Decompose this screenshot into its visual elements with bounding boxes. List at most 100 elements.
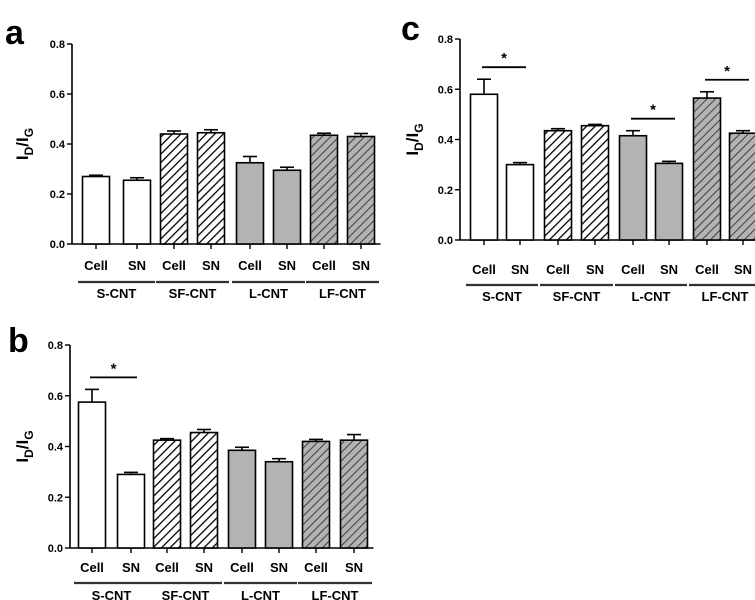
category-label: SN <box>660 262 678 277</box>
bar <box>122 179 152 245</box>
category-label: Cell <box>155 560 179 575</box>
bar <box>159 133 189 245</box>
group-label: SF-CNT <box>553 289 601 304</box>
group-label: SF-CNT <box>169 286 217 301</box>
bar <box>152 439 182 549</box>
y-tick-label: 0.0 <box>48 543 63 555</box>
chart-panel-b: b 0.0 0.2 0.4 0.6 0.8 ID/IG Cell SN Cell SN Cell SN… <box>0 318 380 600</box>
chart-c-svg: 0.0 0.2 0.4 0.6 0.8 ID/IG Cell SN Cell SN Cell SN Ce… <box>403 34 755 304</box>
y-axis-label: ID/IG <box>403 123 426 155</box>
group-label: LF-CNT <box>702 289 749 304</box>
chart-panel-a: a 0.0 0.2 0.4 0.6 0.8 ID/IG Cell SN Cell SN Cell SN… <box>0 0 381 301</box>
y-axis-label: ID/IG <box>13 430 36 462</box>
bar <box>543 129 573 241</box>
group-label: S-CNT <box>92 588 132 600</box>
y-axis-label-mid: /I <box>403 133 422 142</box>
y-tick-label: 0.4 <box>50 139 66 151</box>
category-label: Cell <box>84 258 108 273</box>
category-label: SN <box>511 262 529 277</box>
y-tick-label: 0.6 <box>48 391 63 403</box>
panel-letter: a <box>5 14 24 52</box>
bar <box>77 401 107 549</box>
category-label: Cell <box>621 262 645 277</box>
bar <box>692 97 722 241</box>
y-axis-label-sub: D <box>22 146 36 155</box>
y-tick-label: 0.2 <box>50 189 65 201</box>
bar <box>196 131 226 245</box>
category-label: SN <box>122 560 140 575</box>
y-tick-label: 0.6 <box>438 84 453 96</box>
chart-panel-c: c 0.0 0.2 0.4 0.6 0.8 ID/IG Cell SN Cell SN Cell SN… <box>398 0 755 310</box>
category-label: SN <box>734 262 752 277</box>
chart-a-svg: 0.0 0.2 0.4 0.6 0.8 ID/IG Cell SN Cell SN Cell SN Ce… <box>13 39 381 301</box>
y-tick-label: 0.2 <box>438 185 453 197</box>
y-axis-label-main: I <box>13 155 32 160</box>
category-label: SN <box>270 560 288 575</box>
y-tick-label: 0.8 <box>438 34 453 46</box>
bar <box>580 124 610 241</box>
significance-star: * <box>650 102 656 119</box>
chart-b-svg: 0.0 0.2 0.4 0.6 0.8 ID/IG Cell SN Cell SN Cell SN Ce… <box>13 340 374 600</box>
category-label: Cell <box>80 560 104 575</box>
category-label: SN <box>202 258 220 273</box>
category-label: Cell <box>472 262 496 277</box>
y-axis-label-main: I <box>403 151 422 156</box>
group-label: L-CNT <box>249 286 288 301</box>
category-label: SN <box>345 560 363 575</box>
bar <box>339 439 369 549</box>
significance-star: * <box>111 360 117 377</box>
bar <box>116 473 146 549</box>
bar <box>505 163 535 241</box>
category-label: Cell <box>546 262 570 277</box>
y-axis-label-sub: G <box>22 128 36 137</box>
bar <box>264 460 294 549</box>
y-axis-label-main: I <box>13 458 32 463</box>
bar <box>189 431 219 549</box>
bar <box>272 169 302 245</box>
y-tick-label: 0.6 <box>50 89 65 101</box>
y-axis-label-mid: /I <box>13 440 32 449</box>
group-label: L-CNT <box>632 289 671 304</box>
y-tick-label: 0.8 <box>50 39 65 51</box>
bar <box>654 162 684 241</box>
bar <box>346 135 376 245</box>
category-label: Cell <box>312 258 336 273</box>
category-label: SN <box>128 258 146 273</box>
category-label: Cell <box>304 560 328 575</box>
y-axis-label-sub: D <box>412 142 426 151</box>
bar <box>301 440 331 549</box>
y-tick-label: 0.0 <box>438 235 453 247</box>
y-tick-label: 0.2 <box>48 492 63 504</box>
y-tick-label: 0.4 <box>438 135 454 147</box>
group-label: LF-CNT <box>312 588 359 600</box>
y-tick-label: 0.4 <box>48 442 64 454</box>
bar <box>81 175 111 245</box>
group-label: S-CNT <box>97 286 137 301</box>
category-label: SN <box>278 258 296 273</box>
group-label: SF-CNT <box>162 588 210 600</box>
bar <box>309 134 339 245</box>
significance-star: * <box>501 50 507 67</box>
y-axis-label-mid: /I <box>13 137 32 146</box>
category-label: SN <box>352 258 370 273</box>
category-label: Cell <box>238 258 262 273</box>
bar <box>469 93 499 241</box>
category-label: Cell <box>162 258 186 273</box>
panel-letter: c <box>401 10 420 48</box>
y-axis-label-sub: G <box>22 430 36 439</box>
bar <box>235 161 265 245</box>
y-tick-label: 0.0 <box>50 239 65 251</box>
category-label: SN <box>586 262 604 277</box>
y-axis-label: ID/IG <box>13 128 36 160</box>
group-label: L-CNT <box>241 588 280 600</box>
bar <box>728 132 755 241</box>
significance-star: * <box>724 63 730 80</box>
group-label: LF-CNT <box>319 286 366 301</box>
bar <box>618 134 648 241</box>
y-axis-label-sub: G <box>412 123 426 132</box>
group-label: S-CNT <box>482 289 522 304</box>
category-label: SN <box>195 560 213 575</box>
bar <box>227 449 257 549</box>
category-label: Cell <box>695 262 719 277</box>
y-axis-label-sub: D <box>22 449 36 458</box>
